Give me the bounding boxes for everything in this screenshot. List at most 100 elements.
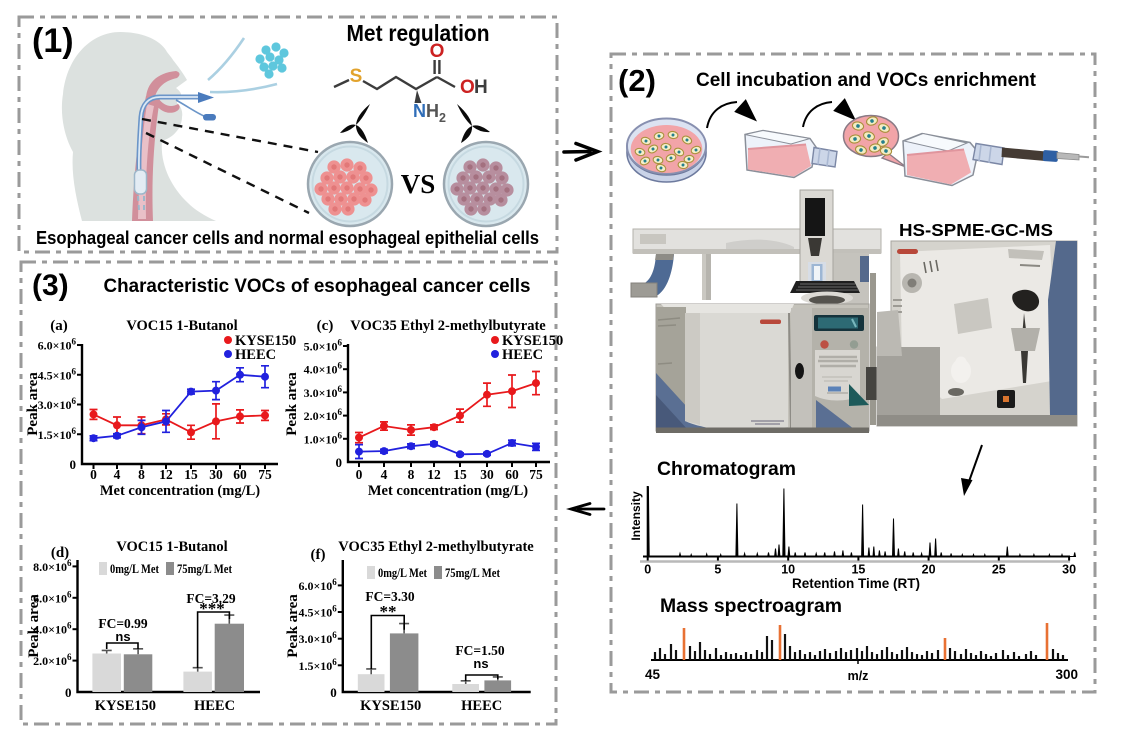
svg-text:Peak area: Peak area [284,372,300,436]
svg-text:6.0×106: 6.0×106 [298,577,337,593]
svg-text:45: 45 [645,667,661,682]
svg-text:N: N [413,101,426,121]
svg-text:30: 30 [209,467,223,482]
svg-text:6.0×106: 6.0×106 [33,589,72,605]
svg-text:0: 0 [90,467,97,482]
svg-text:(f): (f) [311,547,326,563]
svg-text:(a): (a) [50,318,68,334]
svg-text:75: 75 [529,467,543,482]
svg-text:4: 4 [381,467,388,482]
svg-text:Met concentration (mg/L): Met concentration (mg/L) [100,483,260,499]
svg-text:H: H [426,101,439,121]
svg-text:30: 30 [480,467,494,482]
svg-text:(c): (c) [317,318,334,334]
svg-text:HEEC: HEEC [502,347,543,363]
svg-text:8.0×106: 8.0×106 [33,558,72,574]
svg-text:0: 0 [336,455,343,470]
svg-text:0: 0 [644,563,651,577]
svg-text:Esophageal cancer cells and no: Esophageal cancer cells and normal esoph… [36,227,539,248]
svg-text:0: 0 [70,457,77,472]
svg-text:S: S [350,66,363,87]
svg-text:KYSE150: KYSE150 [502,333,563,349]
svg-text:(d): (d) [51,545,69,561]
svg-text:15: 15 [851,563,865,577]
svg-text:Retention Time (RT): Retention Time (RT) [792,576,920,591]
svg-text:4: 4 [114,467,121,482]
svg-text:60: 60 [505,467,519,482]
svg-text:ns: ns [115,629,130,644]
svg-text:4.0×106: 4.0×106 [304,361,343,377]
svg-text:75: 75 [258,467,272,482]
svg-text:Mass spectroagram: Mass spectroagram [660,596,842,617]
svg-text:5.0×106: 5.0×106 [304,338,343,354]
svg-text:Peak area: Peak area [26,594,42,658]
svg-text:4.5×106: 4.5×106 [298,604,337,620]
svg-text:VOC15 1-Butanol: VOC15 1-Butanol [116,539,227,555]
svg-text:KYSE150: KYSE150 [360,698,421,714]
svg-text:FC=3.29: FC=3.29 [186,591,236,606]
svg-text:FC=0.99: FC=0.99 [98,616,148,631]
svg-text:1.0×106: 1.0×106 [304,430,343,446]
svg-text:0mg/L Met: 0mg/L Met [110,562,160,576]
svg-text:FC=3.30: FC=3.30 [365,589,415,604]
svg-text:2.0×106: 2.0×106 [304,407,343,423]
svg-text:10: 10 [781,563,795,577]
svg-text:VOC35 Ethyl 2-methylbutyrate: VOC35 Ethyl 2-methylbutyrate [338,539,534,555]
svg-text:(1): (1) [32,22,74,60]
svg-text:Met concentration (mg/L): Met concentration (mg/L) [368,483,528,499]
svg-text:HEEC: HEEC [235,347,276,363]
svg-text:VS: VS [401,169,436,199]
svg-text:75mg/L Met: 75mg/L Met [177,562,233,576]
svg-text:ns: ns [473,656,488,671]
svg-text:O: O [460,77,475,98]
svg-text:15: 15 [453,467,467,482]
svg-text:Intensity: Intensity [629,491,643,541]
svg-text:Cell incubation and VOCs enric: Cell incubation and VOCs enrichment [696,69,1036,91]
svg-text:60: 60 [233,467,247,482]
svg-text:0mg/L Met: 0mg/L Met [378,566,428,580]
svg-text:8: 8 [408,467,415,482]
svg-text:6.0×106: 6.0×106 [38,337,77,353]
svg-text:VOC35 Ethyl 2-methylbutyrate: VOC35 Ethyl 2-methylbutyrate [350,318,546,334]
svg-text:12: 12 [427,467,441,482]
svg-text:0: 0 [65,685,72,700]
svg-text:Peak area: Peak area [25,372,41,436]
svg-text:30: 30 [1062,563,1076,577]
svg-text:25: 25 [992,563,1006,577]
svg-text:Chromatogram: Chromatogram [657,459,796,480]
svg-text:0: 0 [330,685,337,700]
svg-text:75mg/L Met: 75mg/L Met [445,566,501,580]
svg-text:***: *** [199,599,225,618]
svg-text:Peak area: Peak area [285,594,301,658]
svg-text:(2): (2) [618,63,656,98]
svg-text:HEEC: HEEC [194,698,235,714]
svg-text:0: 0 [356,467,363,482]
svg-text:O: O [430,41,445,62]
svg-text:2.0×106: 2.0×106 [33,652,72,668]
svg-text:3.0×106: 3.0×106 [38,396,77,412]
svg-text:4.5×106: 4.5×106 [38,366,77,382]
svg-text:3.0×106: 3.0×106 [304,384,343,400]
svg-text:Characteristic VOCs of esophag: Characteristic VOCs of esophageal cancer… [104,275,531,297]
svg-text:HS-SPME-GC-MS: HS-SPME-GC-MS [899,220,1053,240]
svg-text:m/z: m/z [848,669,869,683]
svg-text:**: ** [380,602,397,621]
svg-text:(3): (3) [32,269,69,302]
svg-text:5: 5 [714,563,721,577]
svg-text:HEEC: HEEC [461,698,502,714]
svg-text:H: H [474,77,488,98]
svg-text:20: 20 [922,563,936,577]
svg-text:KYSE150: KYSE150 [95,698,156,714]
svg-text:15: 15 [184,467,198,482]
svg-text:FC=1.50: FC=1.50 [455,643,505,658]
svg-text:12: 12 [159,467,173,482]
svg-text:KYSE150: KYSE150 [235,333,296,349]
svg-text:3.0×106: 3.0×106 [298,630,337,646]
svg-text:2: 2 [439,111,446,125]
svg-text:4.0×106: 4.0×106 [33,621,72,637]
svg-text:Met regulation: Met regulation [347,20,490,46]
svg-text:8: 8 [138,467,145,482]
svg-text:1.5×106: 1.5×106 [38,426,77,442]
svg-text:VOC15 1-Butanol: VOC15 1-Butanol [126,318,237,334]
svg-text:300: 300 [1055,667,1078,682]
